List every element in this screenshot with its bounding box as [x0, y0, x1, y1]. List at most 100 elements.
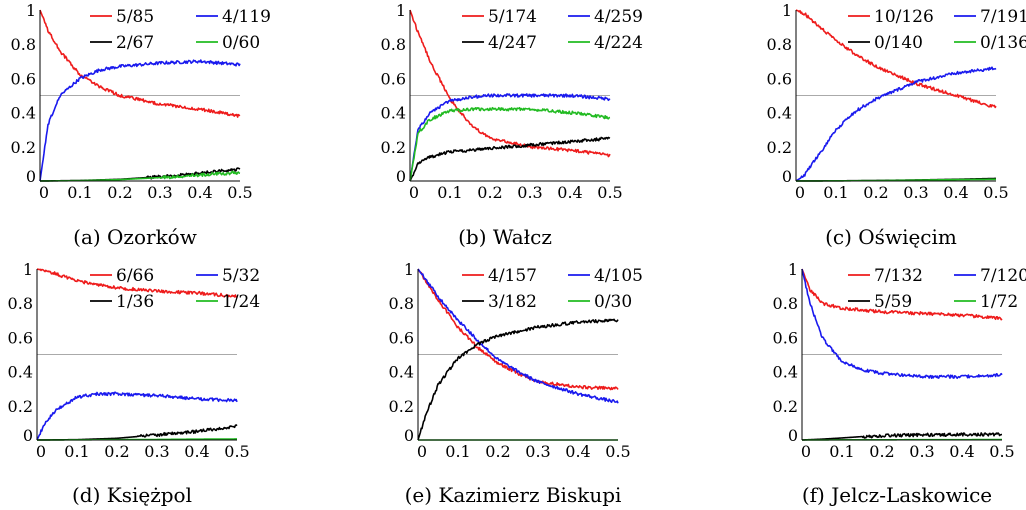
legend-label: 4/224 — [594, 33, 643, 53]
y-tick-label: 0.4 — [11, 104, 36, 123]
legend-label: 0/140 — [874, 33, 923, 53]
series-line-blue — [417, 268, 619, 404]
legend-label: 0/30 — [594, 292, 632, 312]
legend-label: 5/174 — [488, 7, 537, 27]
y-tick-label: 0.6 — [773, 328, 798, 347]
x-tick-label: 0.2 — [104, 442, 129, 461]
x-tick-label: 0.4 — [949, 442, 974, 461]
y-tick-label: 0.8 — [767, 35, 792, 54]
x-tick-label: 0 — [795, 183, 805, 202]
legend-label: 2/67 — [116, 33, 154, 53]
chart-caption: (a) Ozorków — [73, 225, 197, 249]
y-tick-label: 0.6 — [11, 69, 36, 88]
chart-caption: (f) Jelcz-Laskowice — [802, 483, 992, 507]
series-line-green — [409, 106, 611, 182]
series-line-red — [39, 9, 241, 118]
y-tick-label: 0 — [26, 167, 36, 186]
legend-label: 5/85 — [116, 7, 154, 27]
series-line-black — [409, 136, 611, 182]
legend-label: 10/126 — [874, 7, 934, 27]
chart-caption: (e) Kazimierz Biskupi — [405, 483, 622, 507]
series-line-red — [36, 268, 238, 298]
x-tick-label: 0.5 — [605, 442, 630, 461]
series-line-blue — [801, 268, 1003, 380]
x-tick-label: 0.2 — [485, 442, 510, 461]
legend-label: 4/119 — [222, 7, 271, 27]
series-line-blue — [36, 391, 238, 441]
legend-label: 4/157 — [488, 266, 537, 286]
x-tick-label: 0.5 — [227, 183, 252, 202]
x-tick-label: 0.1 — [823, 183, 848, 202]
series-line-red — [801, 268, 1003, 321]
x-tick-label: 0.4 — [557, 183, 582, 202]
x-tick-label: 0.3 — [525, 442, 550, 461]
x-tick-label: 0.4 — [943, 183, 968, 202]
y-tick-label: 1 — [404, 260, 414, 279]
series-line-blue — [409, 93, 611, 182]
legend-label: 4/105 — [594, 266, 643, 286]
y-tick-label: 0.8 — [11, 35, 36, 54]
x-tick-label: 0.3 — [909, 442, 934, 461]
x-tick-label: 0.3 — [144, 442, 169, 461]
chart-panel-4: 0 0.1 0.2 0.3 0.4 0.5 0 0.2 0.4 0.6 0.8 1 6/66 5/32 1/… — [8, 260, 261, 507]
x-tick-label: 0.1 — [64, 442, 89, 461]
legend-label: 7/132 — [874, 266, 923, 286]
legend-label: 7/191 — [980, 7, 1026, 27]
y-tick-label: 1 — [782, 1, 792, 20]
y-tick-label: 0.4 — [767, 104, 792, 123]
x-tick-label: 0.1 — [67, 183, 92, 202]
chart-panel-1: 0 0.1 0.2 0.3 0.4 0.5 0 0.2 0.4 0.6 0.8 1 5/85 4/119 2… — [11, 1, 271, 249]
series-line-red — [409, 9, 611, 158]
y-tick-label: 0.8 — [389, 294, 414, 313]
series-line-black — [417, 318, 619, 441]
y-tick-label: 0 — [404, 426, 414, 445]
y-tick-label: 1 — [26, 1, 36, 20]
y-tick-label: 0.2 — [8, 397, 33, 416]
chart-caption: (b) Wałcz — [458, 225, 552, 249]
y-tick-label: 0.8 — [773, 294, 798, 313]
x-tick-label: 0.5 — [989, 442, 1014, 461]
legend-label: 7/120 — [980, 266, 1026, 286]
legend-label: 1/24 — [222, 292, 260, 312]
series-line-blue — [39, 59, 241, 182]
x-tick-label: 0 — [801, 442, 811, 461]
y-tick-label: 0.8 — [8, 294, 33, 313]
x-tick-label: 0.1 — [829, 442, 854, 461]
y-tick-label: 1 — [788, 260, 798, 279]
y-tick-label: 0.4 — [773, 363, 798, 382]
x-tick-label: 0.3 — [903, 183, 928, 202]
y-tick-label: 0.8 — [381, 35, 406, 54]
y-tick-label: 0.2 — [389, 397, 414, 416]
legend-label: 5/59 — [874, 292, 912, 312]
x-tick-label: 0 — [36, 442, 46, 461]
chart-panel-3: 0 0.1 0.2 0.3 0.4 0.5 0 0.2 0.4 0.6 0.8 1 10/126 7/19… — [767, 1, 1026, 249]
y-tick-label: 0.4 — [8, 363, 33, 382]
y-tick-label: 1 — [23, 260, 33, 279]
x-tick-label: 0.2 — [107, 183, 132, 202]
legend-label: 5/32 — [222, 266, 260, 286]
y-tick-label: 0.2 — [11, 138, 36, 157]
series-line-blue — [795, 66, 997, 182]
x-tick-label: 0.1 — [437, 183, 462, 202]
x-tick-label: 0.3 — [147, 183, 172, 202]
y-tick-label: 0 — [23, 426, 33, 445]
x-tick-label: 0.4 — [184, 442, 209, 461]
x-tick-label: 0.1 — [445, 442, 470, 461]
x-tick-label: 0 — [417, 442, 427, 461]
chart-caption: (d) Księżpol — [72, 483, 192, 507]
y-tick-label: 0 — [788, 426, 798, 445]
x-tick-label: 0.2 — [869, 442, 894, 461]
y-tick-label: 1 — [396, 1, 406, 20]
x-tick-label: 0.3 — [517, 183, 542, 202]
y-tick-label: 0.4 — [389, 363, 414, 382]
y-tick-label: 0.2 — [773, 397, 798, 416]
y-tick-label: 0.6 — [389, 328, 414, 347]
series-line-black — [801, 432, 1003, 441]
x-tick-label: 0.2 — [863, 183, 888, 202]
y-tick-label: 0.2 — [767, 138, 792, 157]
y-tick-label: 0.6 — [767, 69, 792, 88]
y-tick-label: 0.4 — [381, 104, 406, 123]
legend-label: 0/60 — [222, 33, 260, 53]
y-tick-label: 0 — [396, 167, 406, 186]
